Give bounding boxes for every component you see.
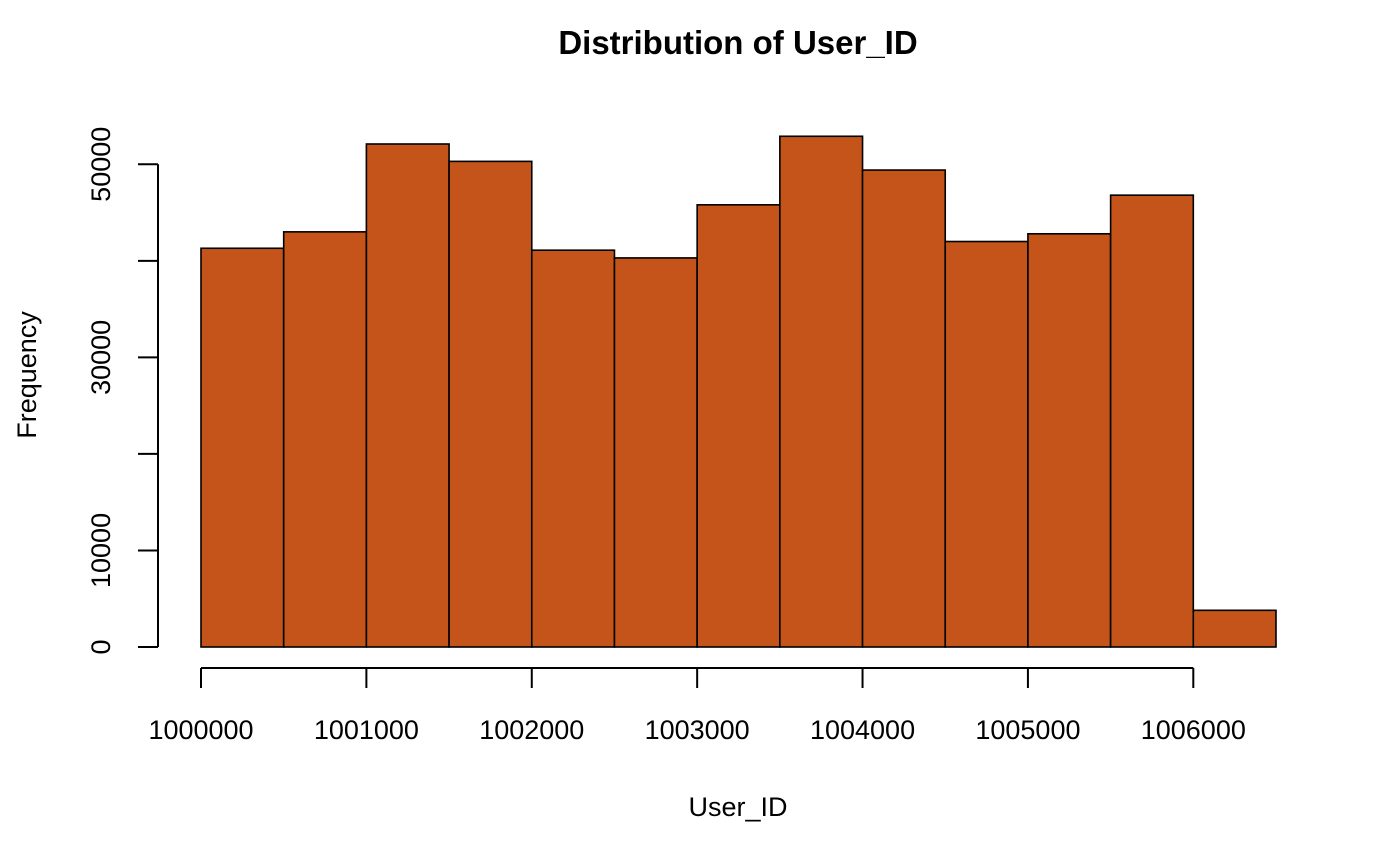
x-axis: 1000000 1001000 1002000 1003000 1004000 10050…: [148, 667, 1246, 745]
histogram-bar: [1192, 609, 1277, 648]
histogram-bar: [365, 143, 450, 648]
histogram-bar: [200, 247, 285, 648]
histogram-bar: [779, 135, 864, 648]
x-tick-label: 1002000: [479, 715, 584, 745]
y-tick-label: 30000: [86, 320, 116, 395]
histogram-bar: [448, 160, 533, 648]
y-axis-label: Frequency: [12, 311, 42, 439]
histogram-bar: [1027, 232, 1112, 648]
histogram-bar: [1109, 194, 1195, 648]
x-axis-label: User_ID: [688, 792, 787, 822]
x-tick-label: 1003000: [645, 715, 750, 745]
histogram-bar: [613, 257, 698, 648]
chart-title: Distribution of User_ID: [558, 24, 917, 61]
y-axis: 0 10000 30000 50000: [86, 127, 159, 655]
histogram-bar: [944, 240, 1029, 648]
histogram-bar: [282, 231, 368, 648]
y-tick-label: 10000: [86, 513, 116, 588]
x-tick-label: 1005000: [975, 715, 1080, 745]
histogram-bar: [696, 204, 781, 648]
y-tick-label: 50000: [86, 127, 116, 202]
x-tick-label: 1006000: [1141, 715, 1246, 745]
y-tick-label: 0: [86, 639, 116, 654]
x-tick-label: 1001000: [314, 715, 419, 745]
x-tick-label: 1004000: [810, 715, 915, 745]
bars-layer: [200, 135, 1277, 648]
histogram-bar: [530, 249, 616, 648]
x-tick-label: 1000000: [148, 715, 253, 745]
histogram-bar: [861, 169, 947, 648]
